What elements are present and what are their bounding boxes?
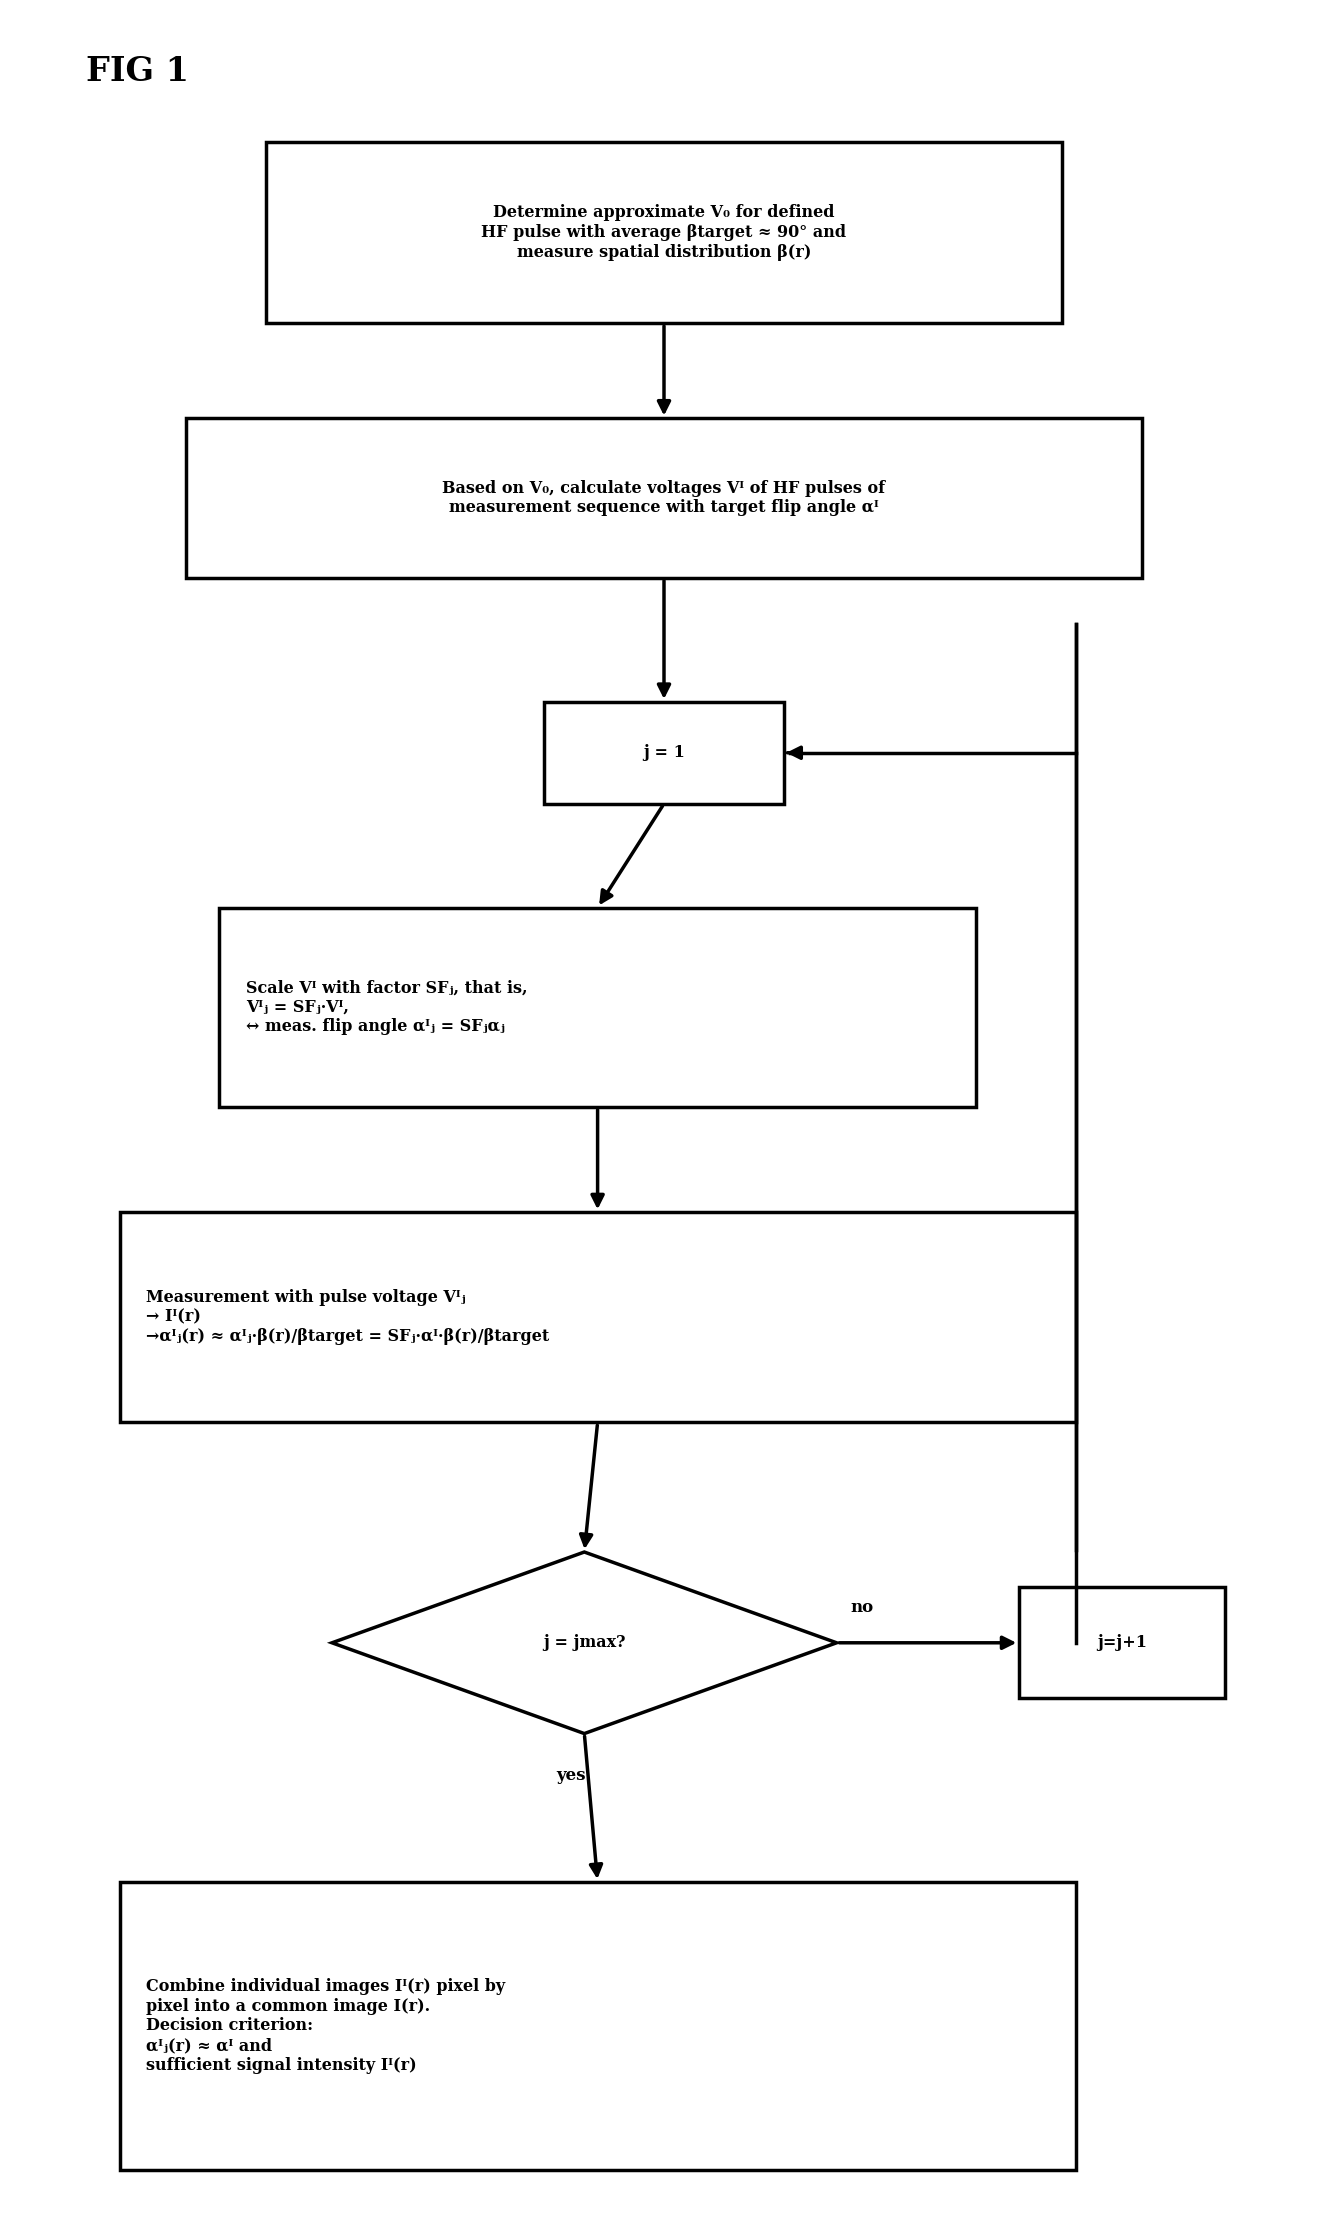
Text: Scale Vᴵ with factor SFⱼ, that is,
Vᴵⱼ = SFⱼ·Vᴵ,
↔ meas. flip angle αᴵⱼ = SFⱼαⱼ: Scale Vᴵ with factor SFⱼ, that is, Vᴵⱼ =… bbox=[246, 979, 527, 1036]
Text: Measurement with pulse voltage Vᴵⱼ
→ Iᴵ(r)
→αᴵⱼ(r) ≈ αᴵⱼ·β(r)/βtarget = SFⱼ·αᴵ·β: Measurement with pulse voltage Vᴵⱼ → Iᴵ(… bbox=[146, 1289, 550, 1346]
FancyBboxPatch shape bbox=[266, 142, 1062, 323]
FancyBboxPatch shape bbox=[544, 702, 784, 804]
FancyBboxPatch shape bbox=[219, 908, 976, 1107]
Text: yes: yes bbox=[556, 1767, 586, 1784]
Text: j = 1: j = 1 bbox=[643, 744, 685, 762]
Text: Determine approximate V₀ for defined
HF pulse with average βtarget ≈ 90° and
mea: Determine approximate V₀ for defined HF … bbox=[482, 204, 846, 261]
Text: no: no bbox=[850, 1599, 872, 1616]
FancyBboxPatch shape bbox=[120, 1882, 1076, 2170]
Text: Based on V₀, calculate voltages Vᴵ of HF pulses of
measurement sequence with tar: Based on V₀, calculate voltages Vᴵ of HF… bbox=[442, 480, 886, 516]
FancyBboxPatch shape bbox=[120, 1213, 1076, 1421]
Text: FIG 1: FIG 1 bbox=[86, 55, 190, 89]
Text: Combine individual images Iᴵ(r) pixel by
pixel into a common image I(r).
Decisio: Combine individual images Iᴵ(r) pixel by… bbox=[146, 1977, 505, 2075]
Polygon shape bbox=[332, 1552, 837, 1734]
FancyBboxPatch shape bbox=[186, 418, 1142, 578]
FancyBboxPatch shape bbox=[1019, 1587, 1224, 1698]
Text: j=j+1: j=j+1 bbox=[1097, 1634, 1147, 1652]
Text: j = jmax?: j = jmax? bbox=[543, 1634, 625, 1652]
